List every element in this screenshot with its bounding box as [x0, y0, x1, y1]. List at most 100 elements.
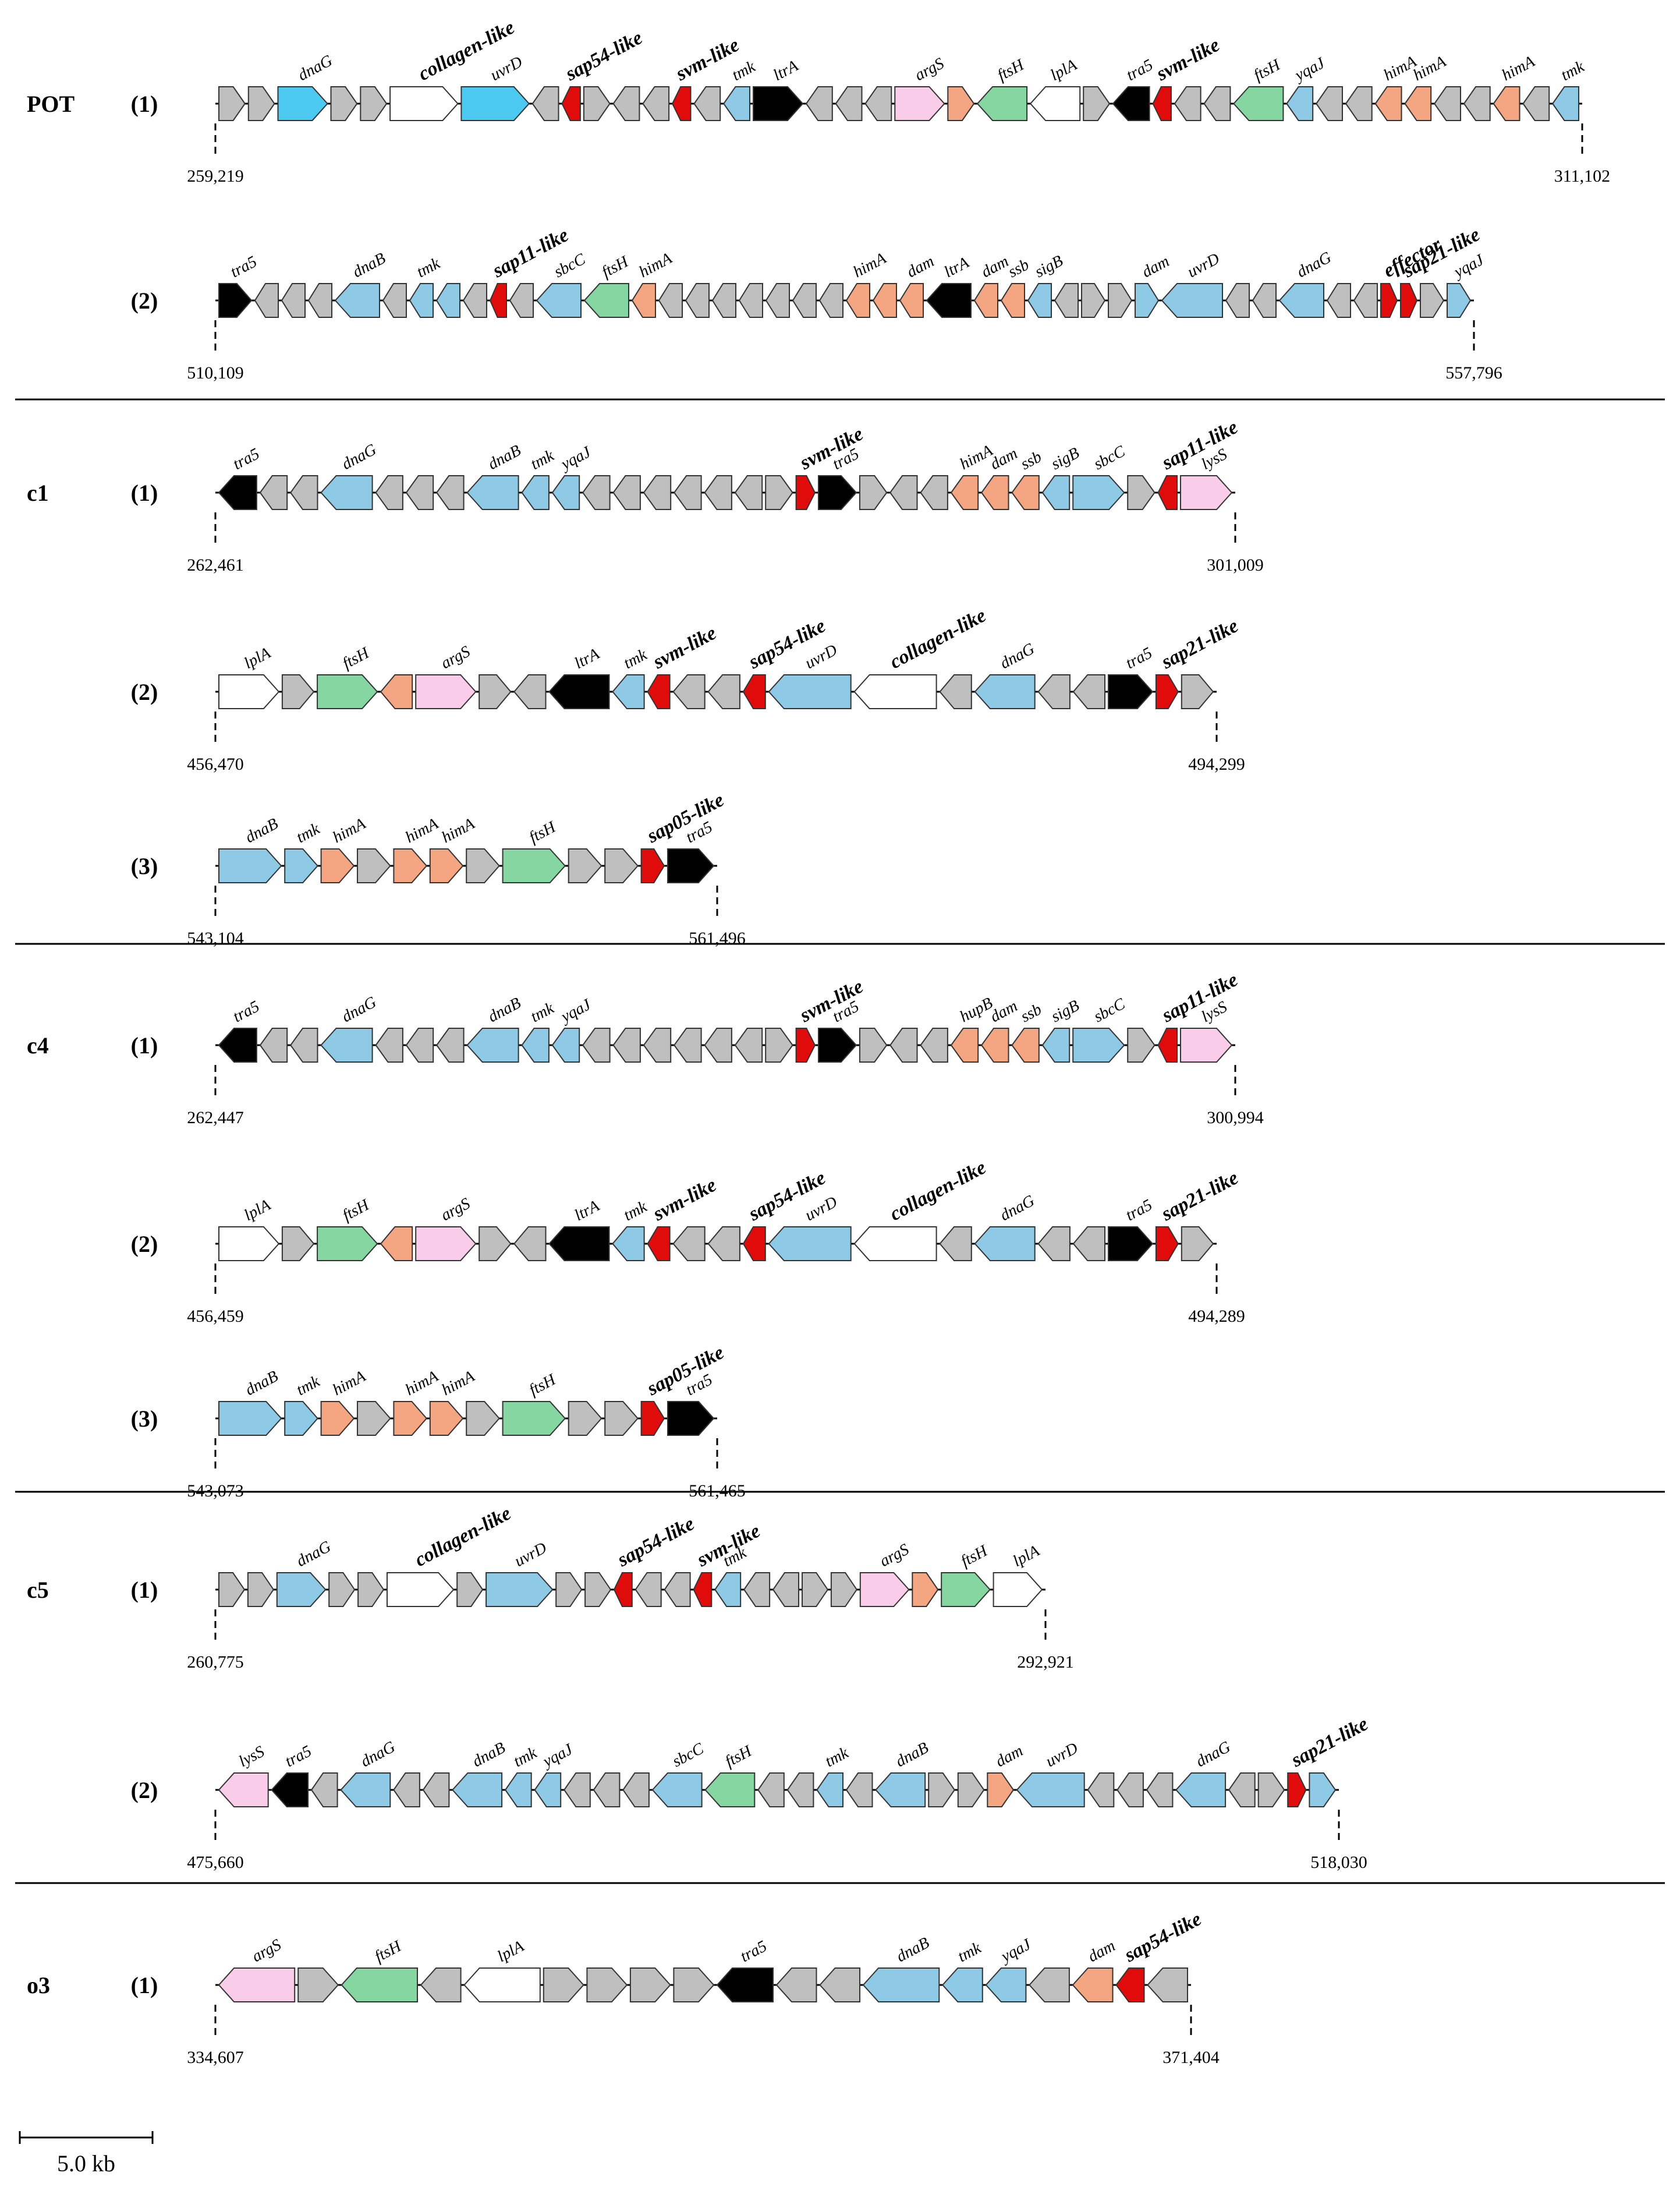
gene-label: dnaG [1193, 1738, 1234, 1771]
gene-arrow [635, 1572, 662, 1607]
gene-arrow-hima [320, 1401, 355, 1436]
gene-label: tra5 [230, 997, 263, 1026]
gene-label: collagen-like [887, 604, 990, 673]
gene-arrow-collagen-like [853, 1226, 937, 1261]
gene-label: sbcC [669, 1739, 707, 1771]
gene-arrow-yqaj [1447, 283, 1472, 318]
gene-label: tra5 [1123, 644, 1156, 673]
gene-arrow [435, 475, 465, 510]
gene-arrow-dam [899, 283, 924, 318]
gene-arrow [568, 848, 602, 883]
gene-arrow [889, 1028, 918, 1063]
gene-label: tmk [511, 1744, 540, 1771]
gene-label: argS [249, 1935, 284, 1966]
gene-arrow [1181, 674, 1214, 709]
gene-arrow-args [894, 86, 945, 121]
gene-arrow-hima [631, 283, 656, 318]
gene-arrow-sbcc [536, 283, 582, 318]
gene-label: lplA [241, 643, 274, 673]
region-index: (2) [131, 288, 158, 314]
gene-arrow-dnab [466, 1028, 519, 1063]
gene-label: himA [1499, 52, 1539, 85]
gene-arrow [531, 86, 559, 121]
gene-arrow-ftsh [704, 1772, 756, 1807]
gene-arrow [775, 1967, 817, 2002]
gene-arrow-sap11-like [1157, 475, 1178, 510]
gene-arrow [281, 1226, 315, 1261]
gene-arrow [405, 475, 434, 510]
gene-arrow [1420, 283, 1445, 318]
gene-arrow-sbcc [1072, 475, 1125, 510]
gene-arrow [664, 1572, 691, 1607]
region-start-coordinate: 262,461 [187, 555, 244, 575]
gene-arrow-tra5 [818, 475, 857, 510]
gene-arrow [218, 86, 246, 121]
gene-arrow-yqaj [985, 1967, 1027, 2002]
gene-arrow-tmk [816, 1772, 843, 1807]
gene-arrow-effector [1380, 283, 1398, 318]
gene-arrow-dnab [334, 283, 380, 318]
gene-arrow [289, 475, 318, 510]
gene-label: himA [1410, 52, 1450, 85]
gene-arrow-tmk [612, 1226, 645, 1261]
gene-label: svm-like [672, 34, 743, 85]
gene-label: dnaG [339, 993, 380, 1027]
gene-arrow [772, 1572, 799, 1607]
gene-arrow-collagen-like [389, 86, 459, 121]
region-start-coordinate: 456,470 [187, 755, 244, 774]
gene-label: sap54-like [1121, 1908, 1205, 1967]
gene-label: himA [636, 249, 676, 282]
gene-arrow-sap05-like [640, 1401, 665, 1436]
gene-arrow-tra5 [1108, 1226, 1154, 1261]
region-end-coordinate: 311,102 [1554, 167, 1610, 186]
gene-arrow [872, 283, 897, 318]
gene-arrow [1054, 283, 1079, 318]
gene-arrow [685, 283, 710, 318]
gene-arrow [259, 1028, 288, 1063]
gene-arrow [1203, 86, 1231, 121]
gene-arrow [375, 475, 403, 510]
gene-arrow [673, 1028, 702, 1063]
gene-arrow-dnab [452, 1772, 503, 1807]
gene-label: yqaJ [997, 1935, 1034, 1966]
gene-arrow-lpla [1029, 86, 1081, 121]
gene-arrow-dnag [320, 475, 373, 510]
region-index: (3) [131, 853, 158, 879]
gene-arrow-tra5 [218, 283, 253, 318]
gene-arrow [479, 1226, 512, 1261]
gene-arrow-tra5 [667, 1401, 715, 1436]
gene-label: svm-like [796, 423, 867, 474]
gene-arrow-tmk [284, 848, 318, 883]
gene-arrow-dnab [875, 1772, 926, 1807]
gene-label: ftsH [599, 252, 632, 281]
region-end-coordinate: 301,009 [1207, 555, 1264, 575]
gene-arrow [357, 1572, 385, 1607]
region-index: (1) [131, 1972, 158, 1998]
gene-label: collagen-like [887, 1156, 990, 1225]
gene-label: dnaB [469, 1739, 508, 1771]
gene-arrow [704, 1028, 732, 1063]
gene-label: lplA [1010, 1541, 1043, 1570]
gene-label: himA [439, 1367, 479, 1400]
gene-label: dnaB [242, 815, 281, 847]
gene-arrow-tra5 [716, 1967, 774, 2002]
gene-arrow [957, 1772, 985, 1807]
gene-arrow-hima [1493, 86, 1520, 121]
gene-label: sbcC [1091, 995, 1128, 1026]
gene-arrow [247, 86, 275, 121]
gene-arrow [835, 86, 863, 121]
gene-arrow-ftsh [341, 1967, 418, 2002]
gene-arrow-sbcc [1072, 1028, 1125, 1063]
gene-arrow-tra5 [667, 848, 715, 883]
gene-arrow-dnag [974, 1226, 1036, 1261]
region-end-coordinate: 518,030 [1310, 1853, 1367, 1872]
gene-arrow-yqaj [534, 1772, 562, 1807]
gene-label: dnaB [485, 994, 524, 1026]
gene-arrow-ftsh [317, 674, 378, 709]
gene-arrow-ftsh [1233, 86, 1284, 121]
gene-arrow-svm-like [795, 1028, 816, 1063]
gene-label: argS [438, 1194, 473, 1225]
gene-arrow [672, 674, 706, 709]
